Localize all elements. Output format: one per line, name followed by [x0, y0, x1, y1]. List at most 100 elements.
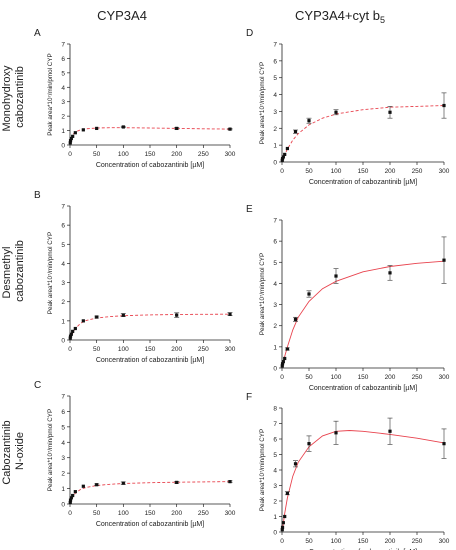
x-tick-label: 100 [331, 538, 342, 545]
row-label-line-2: N-oxide [14, 432, 26, 470]
y-tick-label: 3 [61, 280, 65, 287]
x-tick-label: 50 [93, 510, 101, 517]
x-tick-label: 100 [118, 151, 129, 158]
panel-a: A 0 1 2 3 4 5 6 7 0 50 100 150 200 250 300 Concentration… [34, 28, 236, 169]
y-tick-label: 7 [273, 421, 277, 428]
row-label-n-oxide: Cabozantinib N-oxide [1, 417, 26, 484]
x-tick-label: 150 [358, 538, 369, 545]
data-point [95, 483, 99, 487]
data-point [228, 312, 232, 316]
y-tick-label: 0 [61, 502, 65, 509]
fit-curve [281, 430, 445, 531]
y-tick-label: 4 [61, 261, 65, 268]
x-axis-title: Concentration of cabozantinib [µM] [96, 521, 204, 528]
y-tick-label: 5 [61, 424, 65, 431]
x-tick-label: 0 [280, 168, 284, 175]
y-axis-title: Peak area*10⁷/min/pmol CYP [259, 62, 266, 144]
y-tick-label: 1 [273, 344, 277, 351]
x-tick-label: 100 [331, 374, 342, 381]
y-tick-label: 7 [273, 42, 277, 49]
y-tick-label: 3 [273, 483, 277, 490]
row-label-line-1: Monohydroxy [1, 65, 13, 132]
y-tick-label: 2 [273, 126, 277, 133]
row-label-line-2: cabozantinib [14, 66, 26, 128]
y-tick-label: 7 [273, 218, 277, 225]
row-label-line-1: Desmethyl [1, 247, 13, 299]
y-tick-label: 3 [273, 302, 277, 309]
y-tick-label: 6 [61, 56, 65, 63]
y-tick-label: 8 [273, 406, 277, 413]
y-tick-label: 3 [61, 455, 65, 462]
row-label-desmethyl: Desmethyl cabozantinib [1, 240, 26, 302]
row-label-line-2: cabozantinib [14, 240, 26, 302]
x-tick-label: 250 [198, 151, 209, 158]
data-point [81, 319, 85, 323]
x-tick-label: 100 [331, 168, 342, 175]
data-point [95, 126, 99, 131]
data-point [280, 157, 285, 161]
y-axis-title: Peak area*10⁷/min/pmol CYP [47, 232, 54, 314]
y-tick-label: 7 [61, 42, 65, 49]
data-point [280, 525, 285, 529]
x-tick-label: 200 [171, 346, 182, 353]
data-point [388, 271, 392, 275]
y-tick-label: 0 [273, 366, 277, 373]
data-point [121, 313, 125, 317]
y-tick-label: 2 [61, 114, 65, 121]
panel-e: E 0 1 2 3 4 5 6 7 0 50 100 150 200 250 300 Concentration… [246, 204, 450, 392]
fit-curve [69, 481, 231, 504]
x-tick-label: 150 [145, 510, 156, 517]
x-tick-label: 200 [385, 374, 396, 381]
y-tick-label: 2 [61, 471, 65, 478]
data-point [228, 480, 232, 484]
y-tick-label: 4 [273, 468, 277, 475]
data-point [81, 128, 85, 132]
panel-d: D 0 1 2 3 4 5 6 7 0 50 100 150 200 250 300 Concentration… [246, 28, 450, 186]
x-tick-label: 250 [412, 538, 423, 545]
y-tick-label: 0 [273, 160, 277, 167]
data-point [293, 462, 298, 466]
panel-f: F012345678050100150200250300Concentratio… [246, 392, 450, 550]
data-point [293, 317, 298, 321]
y-tick-label: 3 [61, 99, 65, 106]
x-tick-label: 0 [68, 510, 72, 517]
y-axis-title: Peak area*10⁷/min/pmol CYP [47, 53, 54, 135]
data-point [307, 292, 311, 296]
x-tick-label: 200 [385, 538, 396, 545]
data-point [280, 362, 285, 366]
x-tick-label: 0 [68, 346, 72, 353]
data-point [69, 496, 73, 500]
x-tick-label: 150 [358, 374, 369, 381]
data-point [293, 130, 298, 134]
x-axis-title: Concentration of cabozantinib [µM] [309, 179, 417, 186]
x-tick-label: 250 [198, 510, 209, 517]
y-tick-label: 7 [61, 394, 65, 401]
data-point [307, 119, 311, 123]
panel-c: C 0 1 2 3 4 5 6 7 0 50 100 150 200 250 300 Concentration… [34, 380, 236, 528]
y-tick-label: 4 [273, 92, 277, 99]
y-tick-label: 6 [61, 223, 65, 230]
data-point [71, 134, 75, 138]
data-point [73, 490, 77, 494]
x-tick-label: 50 [93, 151, 101, 158]
x-tick-label: 300 [439, 374, 450, 381]
x-tick-label: 300 [225, 346, 236, 353]
data-point [283, 152, 287, 157]
column-title-cyp3a4: CYP3A4 [97, 8, 147, 23]
data-point [68, 498, 73, 502]
x-tick-label: 200 [171, 151, 182, 158]
column-title-cyp3a4-cytb5: CYP3A4+cyt b5 [295, 8, 385, 25]
data-point [442, 258, 446, 262]
data-point [285, 491, 289, 495]
fit-curve [281, 105, 445, 162]
data-point [95, 315, 99, 319]
data-point [71, 493, 75, 498]
y-tick-label: 6 [273, 58, 277, 65]
panel-letter: A [34, 28, 41, 39]
data-point [175, 126, 179, 131]
data-point [281, 521, 285, 525]
data-point [175, 313, 179, 317]
x-tick-label: 0 [68, 151, 72, 158]
x-tick-label: 50 [305, 374, 313, 381]
